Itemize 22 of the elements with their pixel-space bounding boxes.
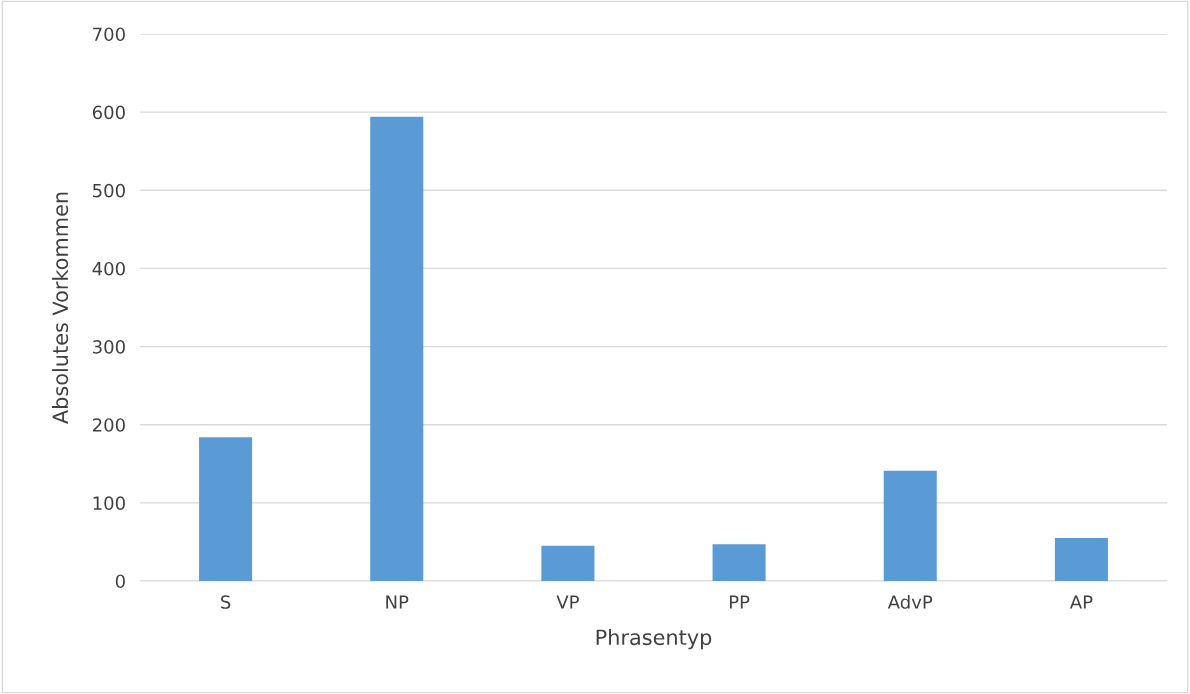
y-tick-label: 0 (115, 574, 125, 589)
y-tick-label: 200 (92, 418, 125, 432)
y-tick-label: 500 (93, 183, 125, 198)
bar (370, 116, 424, 581)
bar (883, 470, 937, 581)
x-axis-title: Phrasentyp (596, 629, 712, 650)
y-tick-label: 400 (92, 261, 125, 276)
x-tick-label: S (221, 595, 231, 609)
x-tick-label: AP (1069, 595, 1093, 609)
x-tick-label: PP (729, 595, 750, 609)
x-tick-label: AdvP (887, 594, 933, 609)
bar (199, 437, 253, 581)
y-tick-label: 700 (93, 27, 125, 42)
y-axis-title: Absolutes Vorkommen (52, 192, 69, 424)
y-tick-label: 600 (92, 105, 125, 120)
x-tick-label: NP (386, 595, 409, 609)
x-tick-label: VP (556, 595, 579, 609)
bar (712, 544, 766, 581)
bar (541, 545, 595, 581)
y-tick-label: 100 (93, 496, 125, 510)
bar (1054, 538, 1108, 581)
y-tick-label: 300 (93, 340, 125, 354)
